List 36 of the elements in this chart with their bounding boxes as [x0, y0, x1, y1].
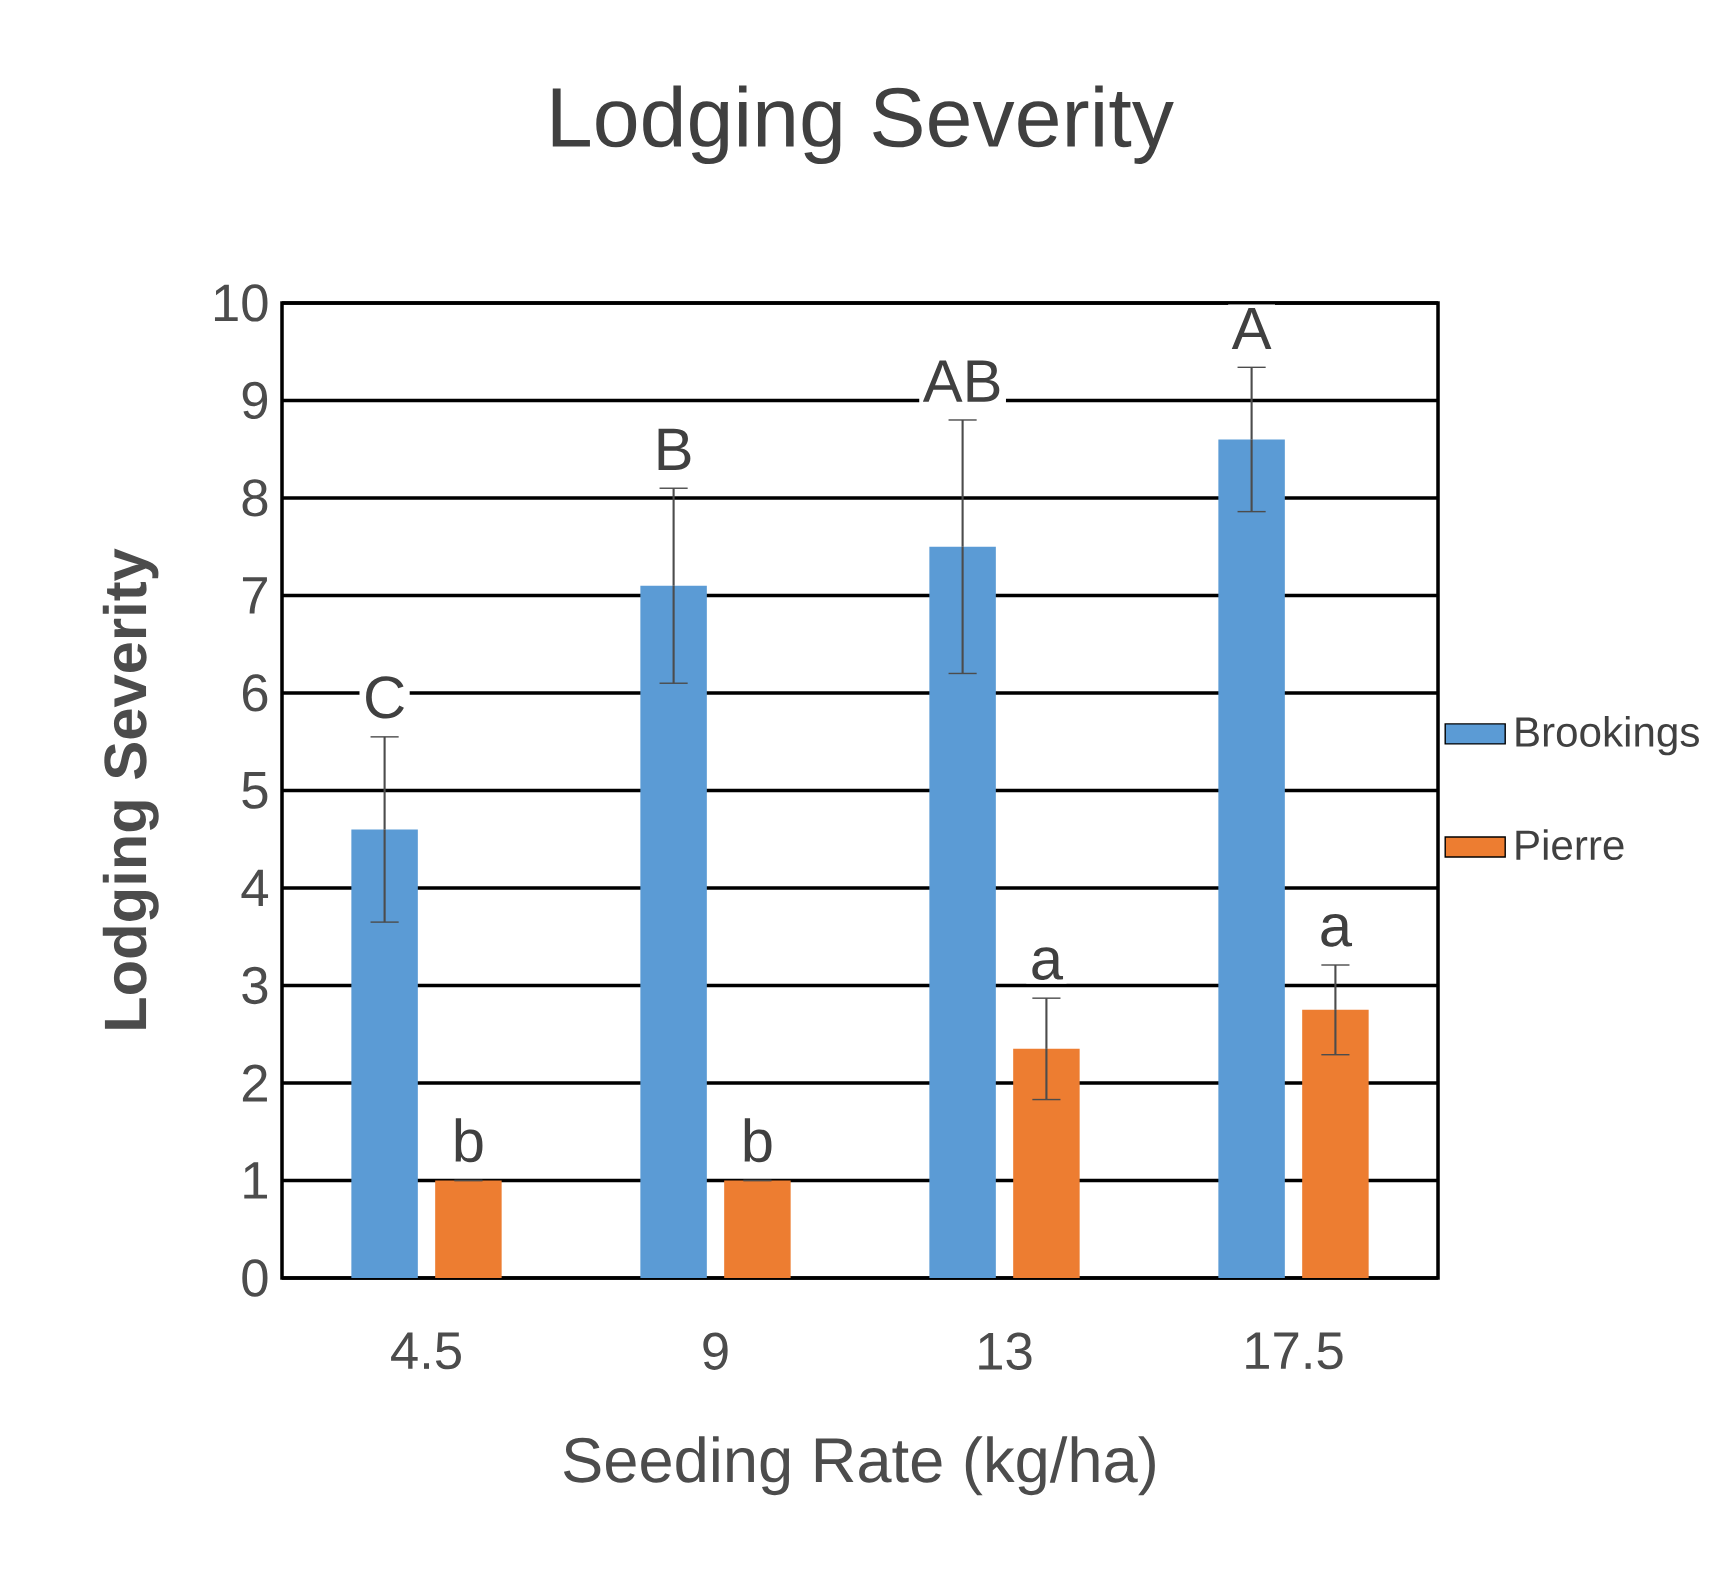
y-tick-label: 9: [242, 381, 268, 420]
chart-title: Lodging Severity: [552, 85, 1174, 165]
y-tick-label: 7: [242, 577, 267, 614]
annotation: a: [1032, 947, 1064, 980]
x-tick-label: 13: [979, 1332, 1032, 1370]
annotation: b: [455, 1118, 483, 1163]
annotation: a: [1321, 914, 1353, 947]
y-tick-label: 3: [242, 966, 268, 1005]
x-tick-label: 4.5: [391, 1332, 461, 1370]
x-tick-label: 9: [703, 1332, 728, 1370]
y-tick-label: 4: [241, 869, 269, 907]
y-tick-label: 8: [242, 479, 268, 517]
bar: [1218, 439, 1285, 1278]
annotation: AB: [922, 360, 1000, 402]
bar: [640, 585, 707, 1278]
bar: [1302, 1009, 1369, 1278]
bar: [435, 1180, 502, 1278]
annotation: b: [744, 1118, 772, 1163]
annotation: A: [1231, 307, 1272, 350]
y-tick-label: 5: [242, 772, 268, 809]
annotation: B: [658, 428, 691, 470]
annotation: C: [366, 676, 404, 719]
y-tick-label: 1: [244, 1162, 267, 1199]
legend-label: Pierre: [1516, 829, 1624, 861]
x-axis-title: Seeding Rate (kg/ha): [563, 1436, 1155, 1496]
y-tick-label: 0: [242, 1259, 268, 1297]
y-tick-label: 10: [214, 284, 268, 322]
bar: [1013, 1048, 1080, 1278]
bar: [724, 1180, 791, 1278]
bar: [351, 829, 418, 1278]
y-tick-label: 6: [242, 674, 268, 712]
legend-label: Brookings: [1516, 716, 1699, 756]
bar: [929, 546, 996, 1278]
x-tick-label: 17.5: [1246, 1332, 1343, 1370]
y-axis-title: Lodging Severity: [102, 548, 159, 1029]
y-tick-label: 2: [242, 1064, 267, 1102]
